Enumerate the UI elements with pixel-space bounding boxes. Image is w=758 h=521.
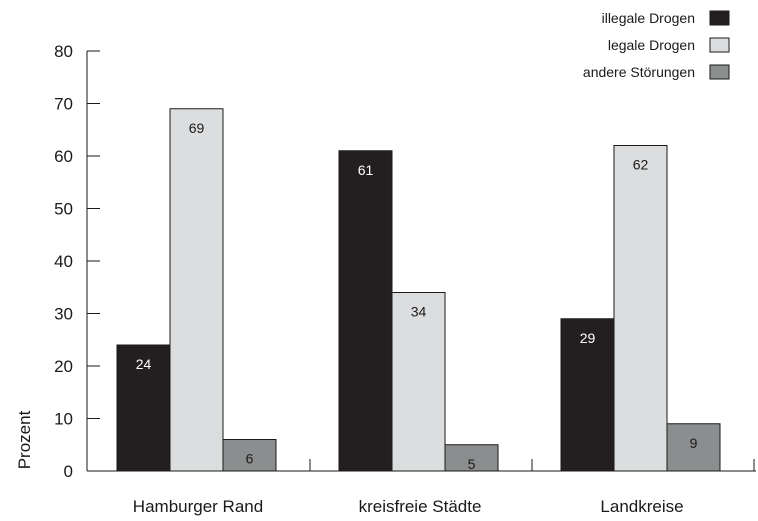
bar-value-label: 6 (246, 451, 254, 467)
legend-label: andere Störungen (583, 64, 695, 80)
bar (666, 423, 721, 472)
bar-value-label: 34 (411, 304, 427, 320)
x-category-label: kreisfreie Städte (359, 497, 482, 516)
y-tick-label: 70 (54, 95, 73, 114)
y-tick-label: 30 (54, 305, 73, 324)
y-tick-label: 40 (54, 252, 73, 271)
legend-label: illegale Drogen (602, 10, 695, 26)
y-tick-label: 10 (54, 410, 73, 429)
bar-value-label: 62 (633, 157, 649, 173)
legend: illegale Drogen legale Drogen andere Störu… (583, 10, 730, 80)
bar-value-label: 29 (580, 330, 596, 346)
bar (444, 444, 499, 472)
y-tick-label: 60 (54, 147, 73, 166)
legend-label: legale Drogen (608, 37, 695, 53)
bar-value-label: 69 (189, 120, 205, 136)
bar (169, 108, 224, 472)
y-tick-label: 50 (54, 200, 73, 219)
bar (116, 344, 171, 472)
bar-value-label: 5 (468, 456, 476, 472)
legend-swatch (709, 64, 730, 80)
bars: 24 61 29 69 34 62 6 5 9 (116, 108, 721, 472)
x-category-label: Hamburger Rand (133, 497, 263, 516)
bar (338, 150, 393, 472)
x-category-label: Landkreise (600, 497, 683, 516)
bar (613, 145, 668, 472)
y-tick-label: 80 (54, 42, 73, 61)
y-tick-label: 0 (64, 462, 73, 481)
y-axis: 0 10 20 30 40 50 60 70 80 (54, 42, 100, 481)
bar (560, 318, 615, 472)
bar-value-label: 61 (358, 162, 374, 178)
bar (222, 439, 277, 472)
y-axis-title: Prozent (15, 410, 34, 469)
legend-swatch (709, 10, 730, 26)
bar-value-label: 24 (136, 356, 152, 372)
legend-swatch (709, 37, 730, 53)
bar (391, 292, 446, 472)
y-tick-label: 20 (54, 357, 73, 376)
bar-value-label: 9 (690, 435, 698, 451)
